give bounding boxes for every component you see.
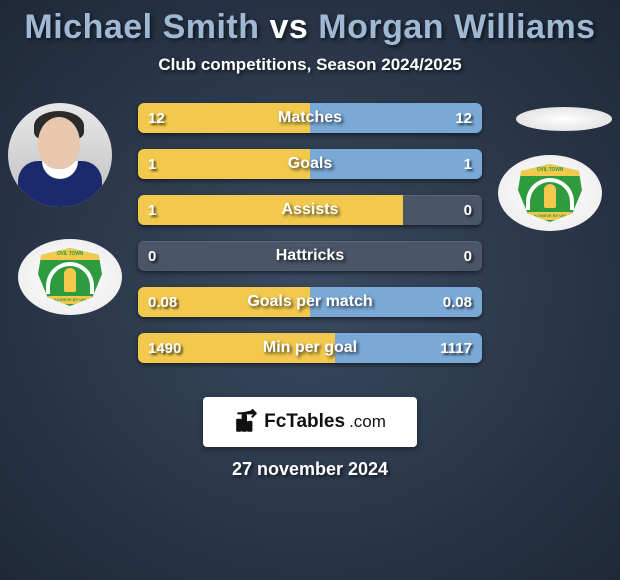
player1-club-crest: OVIL TOWN ACHIEVE BY UNI	[18, 239, 122, 315]
vs-separator: vs	[269, 8, 308, 46]
stat-row: 1212Matches	[138, 103, 482, 133]
stat-row: 14901117Min per goal	[138, 333, 482, 363]
page-title: Michael Smith vs Morgan Williams	[0, 0, 620, 47]
player1-avatar	[8, 103, 112, 207]
subtitle: Club competitions, Season 2024/2025	[0, 55, 620, 75]
stat-label: Goals	[138, 149, 482, 179]
stat-row: 00Hattricks	[138, 241, 482, 271]
stat-label: Assists	[138, 195, 482, 225]
date-label: 27 november 2024	[0, 459, 620, 480]
stat-label: Hattricks	[138, 241, 482, 271]
stat-label: Goals per match	[138, 287, 482, 317]
player2-club-crest: OVIL TOWN ACHIEVE BY UNI	[498, 155, 602, 231]
comparison-panel: OVIL TOWN ACHIEVE BY UNI OVIL TOWN ACHIE…	[0, 103, 620, 383]
stat-bars: 1212Matches 11Goals 10Assists 00Hattricks 0.…	[138, 103, 482, 363]
stat-row: 10Assists	[138, 195, 482, 225]
stat-row: 0.080.08Goals per match	[138, 287, 482, 317]
stat-label: Matches	[138, 103, 482, 133]
player1-name: Michael Smith	[24, 8, 259, 46]
player2-name: Morgan Williams	[318, 8, 595, 46]
stat-label: Min per goal	[138, 333, 482, 363]
brand-tld: .com	[349, 412, 386, 432]
brand-badge: FcTables.com	[203, 397, 417, 447]
stat-row: 11Goals	[138, 149, 482, 179]
brand-icon	[234, 409, 260, 435]
player2-avatar	[516, 107, 612, 131]
brand-name: FcTables	[264, 411, 345, 433]
